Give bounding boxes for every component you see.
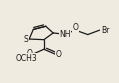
Text: S: S <box>24 35 28 44</box>
Text: O: O <box>27 49 33 58</box>
Text: O: O <box>72 23 78 32</box>
Text: NH: NH <box>59 30 71 39</box>
Text: Br: Br <box>101 26 109 35</box>
Text: OCH3: OCH3 <box>16 54 38 63</box>
Text: O: O <box>56 50 62 59</box>
